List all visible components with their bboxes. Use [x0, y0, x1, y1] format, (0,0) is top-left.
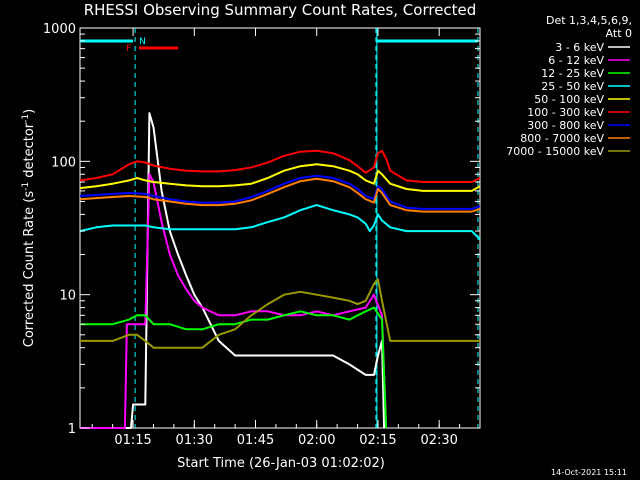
x-axis-label: Start Time (26-Jan-03 01:02:02) [177, 456, 385, 471]
x-tick-label-5: 02:30 [420, 433, 457, 448]
y-axis-label-sup1: -1 [21, 182, 31, 191]
y-axis-label-part3: ) [22, 109, 37, 114]
series-line-3 [79, 204, 481, 241]
y-axis-label-sup2: -1 [21, 114, 31, 123]
series-line-1 [80, 173, 388, 429]
series-line-7 [79, 177, 481, 213]
legend-att: Att 0 [606, 27, 632, 40]
y-axis-label-part1: Corrected Count Rate (s [22, 191, 37, 348]
series-line-5 [79, 149, 481, 183]
series-line-6 [79, 174, 481, 210]
y-tick-label-1: 10 [59, 289, 76, 304]
x-tick-label-1: 01:30 [176, 433, 213, 448]
legend-label-5: 100 - 300 keV [527, 106, 604, 119]
legend-label-0: 3 - 6 keV [555, 41, 604, 54]
legend-label-2: 12 - 25 keV [541, 67, 604, 80]
series-line-0 [80, 112, 386, 429]
x-tick-label-0: 01:15 [114, 433, 151, 448]
y-axis-label: Corrected Count Rate (s-1 detector-1) [21, 109, 37, 347]
series-line-8 [80, 278, 480, 349]
legend-label-3: 25 - 50 keV [541, 80, 604, 93]
x-tick-label-2: 01:45 [237, 433, 274, 448]
legend-label-8: 7000 - 15000 keV [506, 145, 604, 158]
chart-title: RHESSI Observing Summary Count Rates, Co… [84, 1, 477, 19]
flag-f-marker: F [126, 44, 131, 54]
y-tick-label-2: 100 [51, 155, 76, 170]
legend-label-7: 800 - 7000 keV [520, 132, 604, 145]
series-line-4 [79, 163, 481, 192]
plot-border [79, 27, 481, 429]
y-tick-label-0: 1 [68, 422, 76, 437]
series-line-2 [80, 306, 388, 429]
legend-label-1: 6 - 12 keV [548, 54, 604, 67]
x-tick-label-4: 02:15 [359, 433, 396, 448]
x-tick-label-3: 02:00 [298, 433, 335, 448]
series-layer [79, 112, 481, 429]
legend-header: Det 1,3,4,5,6,9, [546, 14, 632, 27]
legend-label-4: 50 - 100 keV [534, 93, 604, 106]
legend-label-6: 300 - 800 keV [527, 119, 604, 132]
y-tick-label-3: 1000 [43, 22, 76, 37]
flag-n-marker: N [139, 37, 146, 47]
tick-layer: 01:15 01:30 01:45 02:00 02:15 02:30 1 10 100 1000 [43, 22, 481, 448]
plot-frame [79, 27, 481, 429]
y-axis-label-part2: detector [22, 122, 37, 182]
footer-date: 14-Oct-2021 15:11 [551, 468, 627, 477]
